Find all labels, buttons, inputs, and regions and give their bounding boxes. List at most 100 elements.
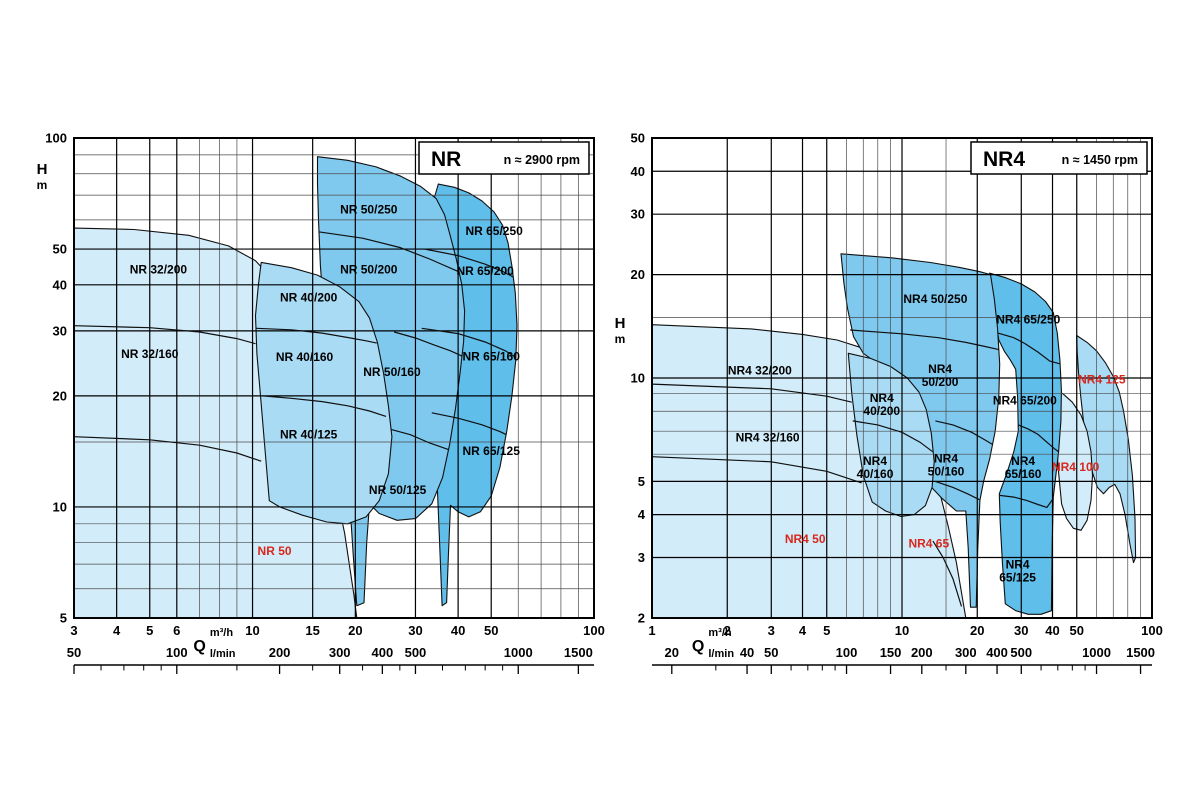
x-axis-unit-m3h: m³/h [708,627,732,639]
region-label: NR4 32/160 [736,431,800,445]
region-label: NR4 [928,362,952,376]
y-tick-label: 50 [53,242,67,257]
boundary-curve [431,412,507,436]
x-tick-label-m3h: 1 [648,623,655,638]
x-tick-label-lmin: 400 [372,645,394,660]
region-label: NR 65/125 [463,444,521,458]
region-label: NR 32/160 [121,347,179,361]
chart-nr4: NR4 n ≈ 1450 rpm NR4 32/200 NR4 32/160 NR4 40… [612,118,1172,685]
region-label: NR4 [1011,454,1035,468]
region-label: 40/160 [857,467,894,481]
x-tick-label-m3h: 2 [724,623,731,638]
boundary-curve [935,480,980,501]
x-tick-label-lmin: 20 [665,645,679,660]
x-tick-label-m3h: 3 [768,623,775,638]
region-label: 50/200 [922,375,959,389]
region-label: 50/160 [928,464,965,478]
chart-subtitle: n ≈ 1450 rpm [1062,153,1138,167]
region-label: 65/125 [999,571,1036,585]
region-nr4-65-group [989,272,1062,615]
region-label: NR 65/250 [465,224,523,238]
boundary-curve [935,420,994,446]
x-tick-label-m3h: 50 [484,623,498,638]
y-tick-label: 40 [53,277,67,292]
x-tick-label-lmin: 400 [986,645,1008,660]
x-tick-label-lmin: 200 [911,645,933,660]
x-axis: 1 2 3 4 5 10 20 30 40 50 100 20 40 50 100 150 200 300 400 5… [648,623,1163,674]
y-tick-label: 20 [53,388,67,403]
x-tick-label-lmin: 1500 [564,645,593,660]
region-label: NR4 65/250 [996,313,1060,327]
x-tick-label-lmin: 100 [836,645,858,660]
region-label: 65/160 [1005,467,1042,481]
x-axis-unit-lmin: l/min [708,648,734,660]
boundary-curve [852,420,933,453]
x-tick-label-m3h: 6 [173,623,180,638]
x-tick-label-lmin: 200 [269,645,291,660]
region-label: NR 50/125 [369,483,427,497]
x-tick-label-lmin: 1000 [1082,645,1111,660]
y-axis-symbol: H [37,161,48,178]
title-box-border [418,141,590,175]
x-tick-label-lmin: 50 [67,645,81,660]
x-tick-label-m3h: 40 [451,623,465,638]
y-tick-label: 100 [45,131,67,146]
x-tick-label-m3h: 15 [305,623,319,638]
y-tick-label: 10 [53,499,67,514]
region-label: NR 32/200 [130,263,188,277]
boundary-curve [1018,424,1059,453]
y-tick-label: 5 [638,474,645,489]
y-axis: 5 10 20 30 40 50 100 Hm [37,131,67,626]
region-label: NR4 [934,451,958,465]
region-label: NR4 50/250 [903,292,967,306]
region-labels: NR 32/200 NR 32/160 NR 40/200 NR 40/160 NR 4… [121,203,523,558]
region-label: NR 65/160 [463,349,521,363]
region-labels: NR4 32/200 NR4 32/160 NR4 40/200 NR4 40/160 NR… [728,292,1126,585]
x-tick-label-lmin: 500 [1010,645,1032,660]
chart-title-box: NR4 n ≈ 1450 rpm [970,141,1148,175]
region-label: NR 65/200 [456,264,514,278]
x-tick-label-m3h: 100 [1141,623,1163,638]
grid [651,137,1153,619]
boundary-curve [424,248,514,278]
nr-chart-svg: NR n ≈ 2900 rpm NR 32/200 NR 32/160 NR 40/20… [37,131,605,674]
y-axis-symbol: H [615,315,626,332]
x-tick-label-lmin: 1500 [1126,645,1155,660]
chart-nr: NR n ≈ 2900 rpm NR 32/200 NR 32/160 NR 40/20… [26,118,608,685]
region-label: NR4 125 [1078,372,1126,386]
region-nr4-40-group [847,352,935,518]
region-label: NR 40/160 [276,350,334,364]
x-tick-label-lmin: 300 [329,645,351,660]
x-tick-label-lmin: 300 [955,645,977,660]
boundary-curve [73,436,262,462]
boundary-curve [651,456,862,484]
region-label: NR 50 [258,544,292,558]
y-tick-label: 40 [631,164,645,179]
boundary-curve [932,540,963,607]
boundary-curve [394,331,463,357]
chart-title: NR [431,148,461,171]
x-axis-unit-lmin: l/min [210,648,236,660]
boundary-curves [651,329,1061,607]
chart-subtitle: n ≈ 2900 rpm [504,153,580,167]
y-tick-label: 20 [631,267,645,282]
plot-frame [73,137,595,619]
boundary-curve [262,395,387,417]
region-label: NR4 32/200 [728,364,792,378]
x-tick-label-m3h: 10 [895,623,909,638]
x-tick-label-m3h: 100 [583,623,605,638]
y-tick-label: 4 [638,507,646,522]
x-tick-label-lmin: 500 [405,645,427,660]
boundary-curve [421,327,517,359]
x-tick-label-m3h: 5 [823,623,830,638]
x-tick-label-lmin: 100 [166,645,188,660]
boundary-curve [256,327,377,344]
region-label: NR4 50 [785,532,826,546]
region-label: 40/200 [863,404,900,418]
region-label: NR4 65 [908,536,949,550]
boundary-curve [391,429,449,451]
y-tick-label: 30 [53,323,67,338]
y-tick-label: 5 [60,611,67,626]
x-tick-label-m3h: 10 [245,623,259,638]
